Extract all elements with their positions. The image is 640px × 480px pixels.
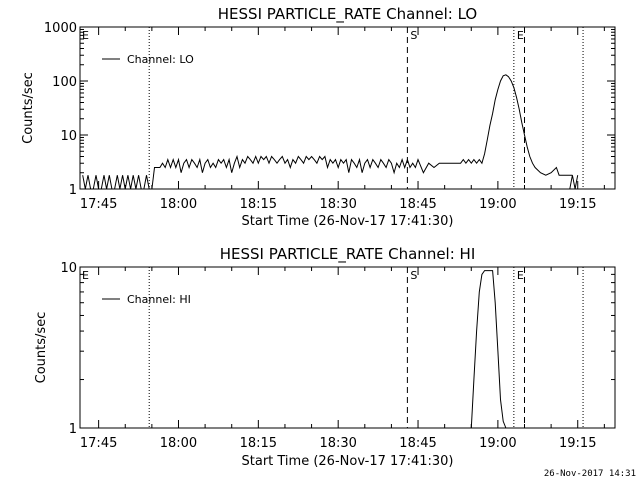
chart-panel-hi: HESSI PARTICLE_RATE Channel: HI Counts/se… xyxy=(34,245,616,469)
y-tick-label: 10 xyxy=(60,129,77,144)
x-tick-label: 18:15 xyxy=(240,197,277,212)
x-tick-label: 19:00 xyxy=(479,436,516,451)
event-marker-label: E xyxy=(82,269,89,282)
plot-frame xyxy=(79,266,616,429)
x-tick-label: 17:45 xyxy=(80,197,117,212)
y-tick-label: 1 xyxy=(69,183,77,198)
event-marker-label: E xyxy=(517,29,524,42)
series-line xyxy=(470,270,507,428)
x-tick-label: 18:00 xyxy=(160,197,197,212)
y-tick-label: 1 xyxy=(69,422,77,437)
chart-title: HESSI PARTICLE_RATE Channel: LO xyxy=(218,5,477,24)
x-axis-label: Start Time (26-Nov-17 17:41:30) xyxy=(242,454,454,469)
x-tick-label: 18:00 xyxy=(160,436,197,451)
chart-title: HESSI PARTICLE_RATE Channel: HI xyxy=(220,245,476,264)
x-tick-label: 19:15 xyxy=(559,436,596,451)
x-tick-label: 18:30 xyxy=(319,197,356,212)
event-marker-label: E xyxy=(82,29,89,42)
x-tick-label: 18:15 xyxy=(240,436,277,451)
event-marker-label: S xyxy=(410,269,417,282)
y-axis-label: Counts/sec xyxy=(34,312,49,384)
y-tick-label: 10 xyxy=(60,261,77,276)
x-axis-label: Start Time (26-Nov-17 17:41:30) xyxy=(242,214,454,229)
series-line xyxy=(82,74,573,189)
y-tick-label: 1000 xyxy=(44,21,77,36)
legend-label: Channel: LO xyxy=(127,53,194,66)
legend-label: Channel: HI xyxy=(127,293,191,306)
x-tick-label: 18:45 xyxy=(399,197,436,212)
x-tick-label: 18:30 xyxy=(319,436,356,451)
x-tick-label: 19:00 xyxy=(479,197,516,212)
event-marker-label: E xyxy=(517,269,524,282)
x-tick-label: 17:45 xyxy=(80,436,117,451)
x-tick-label: 18:45 xyxy=(399,436,436,451)
y-axis-label: Counts/sec xyxy=(21,72,36,144)
plot-frame xyxy=(79,26,616,190)
event-marker-label: S xyxy=(410,29,417,42)
x-tick-label: 19:15 xyxy=(559,197,596,212)
y-tick-label: 100 xyxy=(52,75,77,90)
footer-timestamp: 26-Nov-2017 14:31 xyxy=(544,469,636,479)
series-line xyxy=(569,175,579,189)
chart-panel-lo: HESSI PARTICLE_RATE Channel: LO Counts/se… xyxy=(21,5,616,229)
